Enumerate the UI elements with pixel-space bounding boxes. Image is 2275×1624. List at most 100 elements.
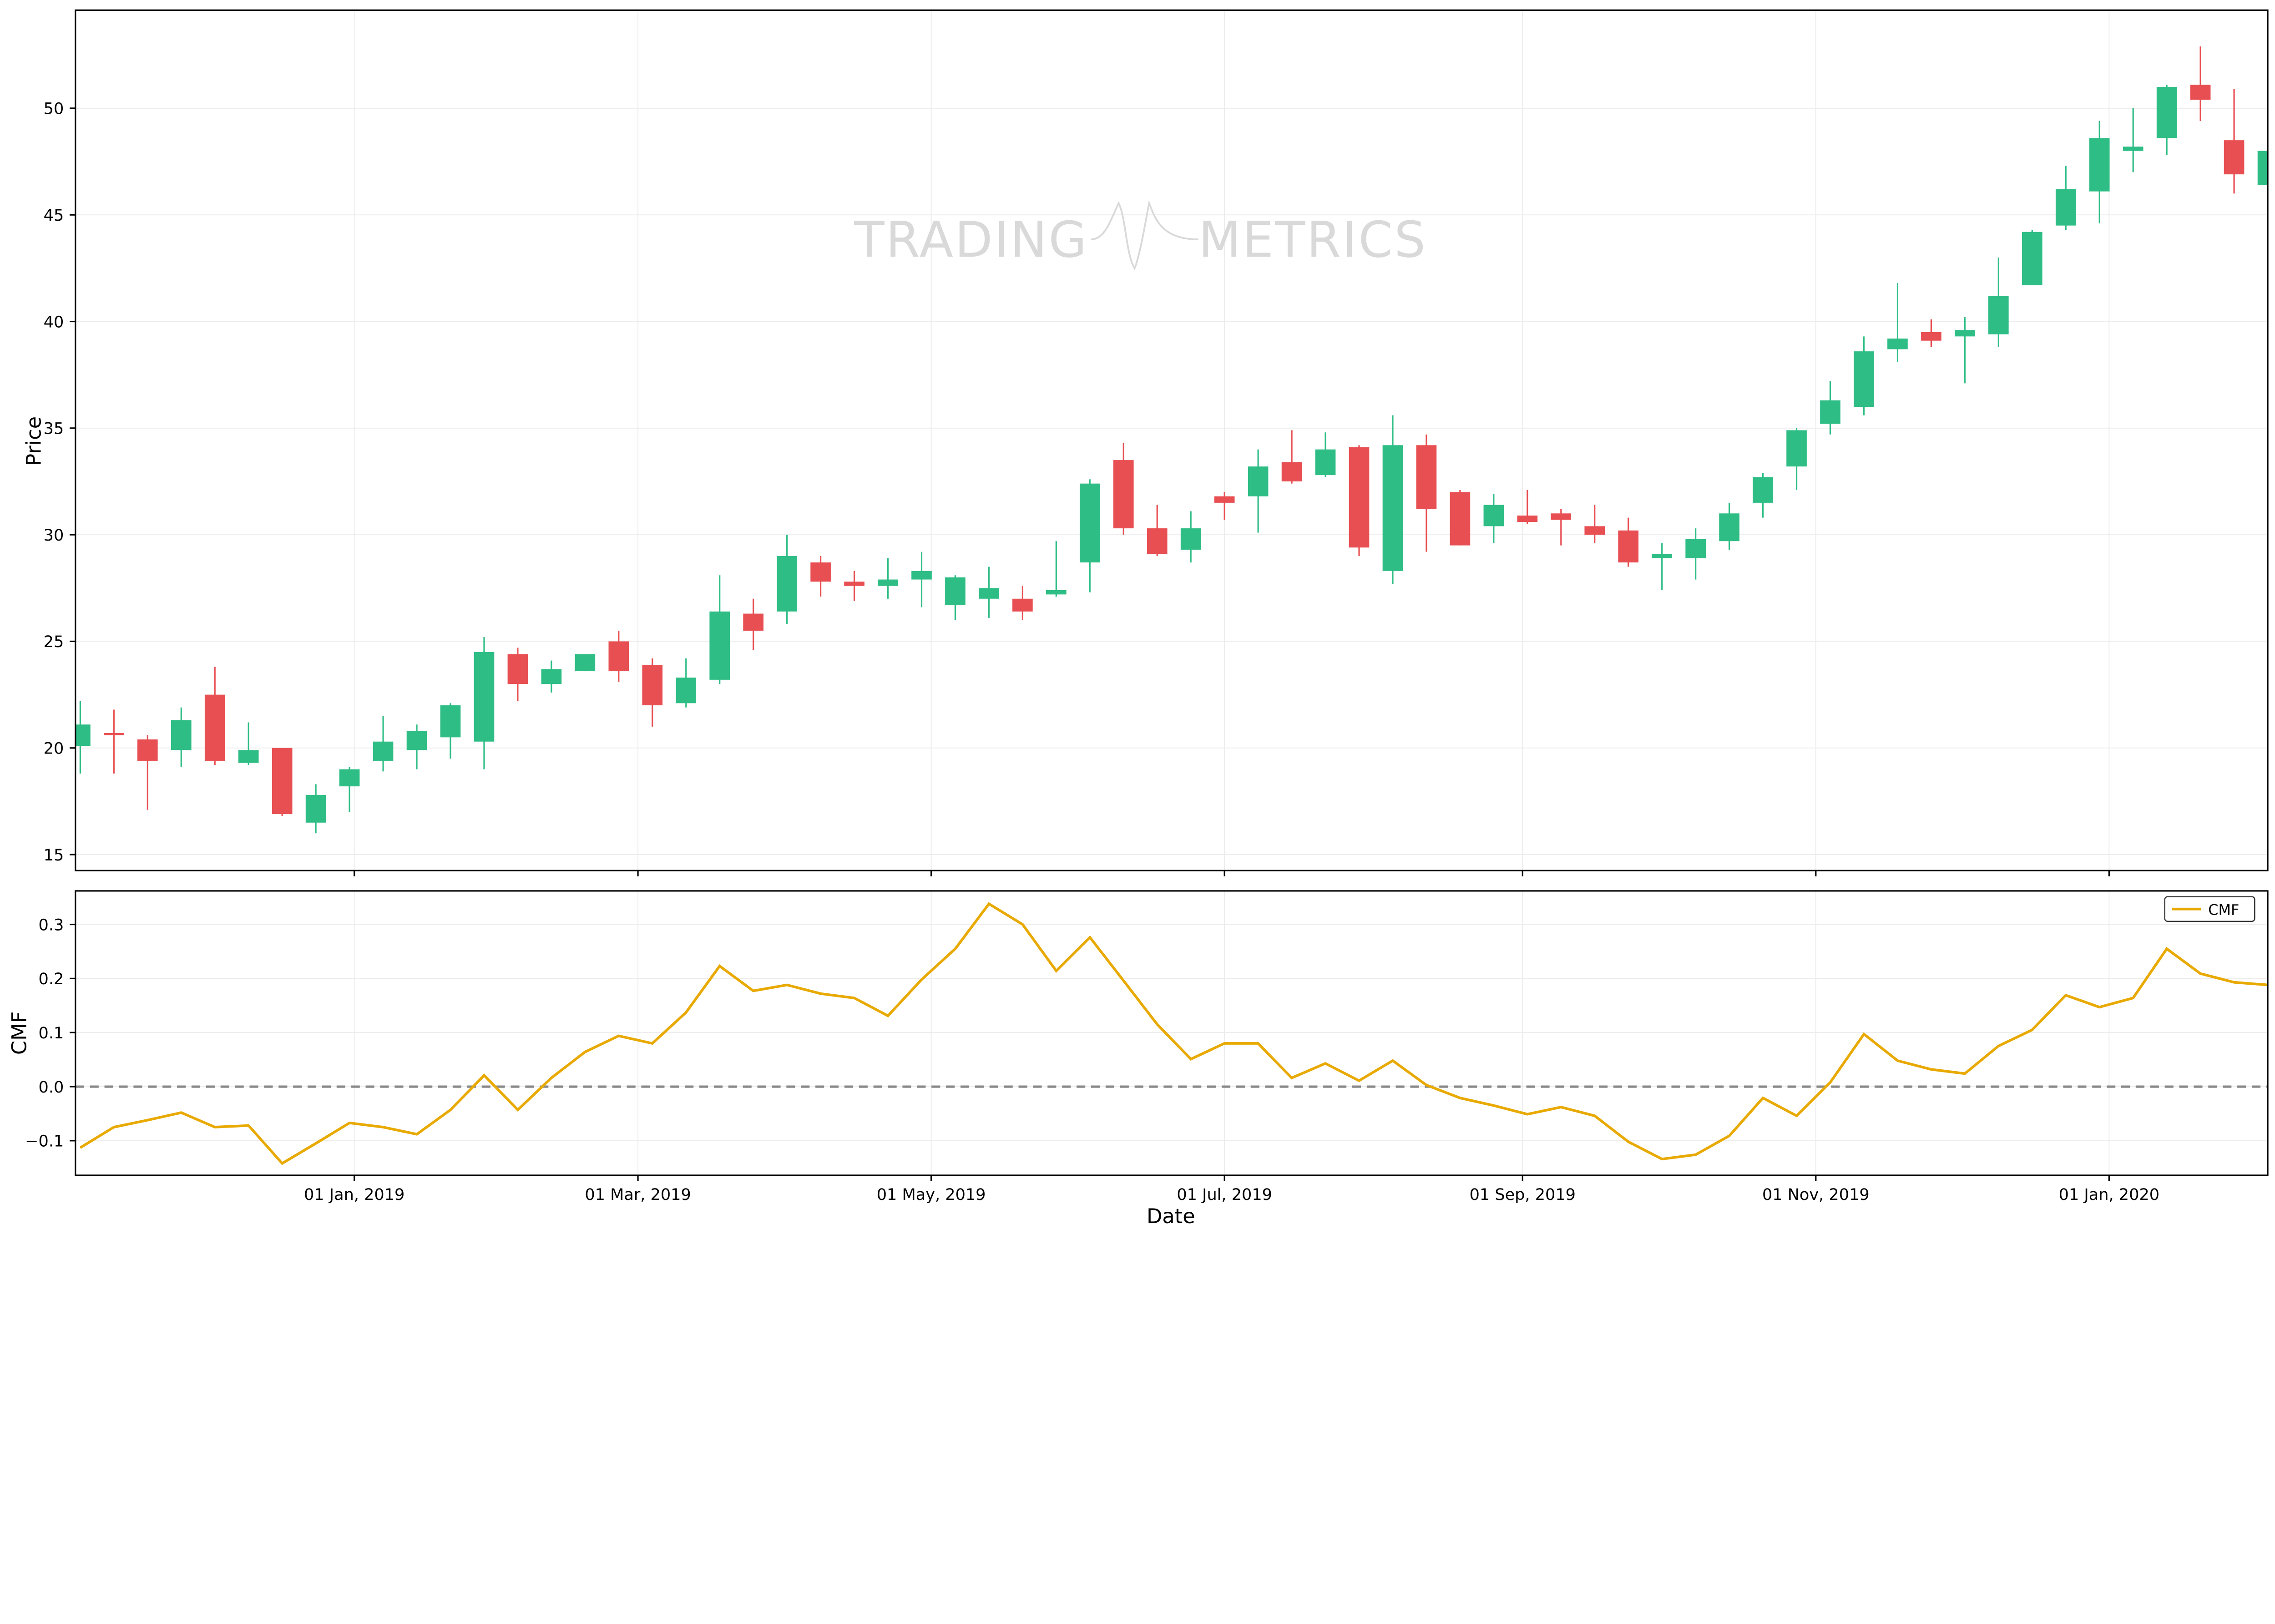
- candle-down: [1921, 319, 1941, 347]
- candle-up: [305, 784, 326, 834]
- candle-body: [1349, 447, 1370, 548]
- candle-body: [104, 733, 124, 735]
- candle-body: [911, 571, 932, 580]
- candle-body: [1517, 515, 1538, 522]
- candle-body: [272, 748, 293, 815]
- candle-body: [339, 769, 360, 787]
- x-tick-label: 01 Jan, 2020: [2059, 1185, 2159, 1204]
- candle-up: [1079, 479, 1100, 592]
- candle-down: [1416, 434, 1437, 552]
- candle-up: [406, 724, 427, 769]
- price-y-tick-label: 25: [44, 632, 64, 651]
- candle-body: [2123, 147, 2144, 151]
- chart: TRADING METRICS 15 20 25 30 35 40 45 50 Price −…: [7, 9, 2269, 1229]
- candle-down: [104, 709, 124, 774]
- candle-down: [272, 748, 293, 816]
- candle-body: [1887, 339, 1908, 349]
- candle-up: [878, 558, 898, 599]
- candlesticks: [75, 46, 2268, 834]
- candle-body: [2089, 138, 2110, 192]
- candle-up: [709, 575, 730, 684]
- candle-body: [1685, 539, 1706, 558]
- x-tick-label: 01 Nov, 2019: [1762, 1185, 1870, 1204]
- candle-body: [2257, 151, 2268, 185]
- x-tick-label: 01 May, 2019: [877, 1185, 986, 1204]
- candle-down: [1281, 430, 1302, 484]
- cmf-y-tick-label: 0.1: [39, 1024, 64, 1042]
- candle-body: [1416, 445, 1437, 509]
- candle-up: [777, 535, 797, 624]
- cmf-y-axis: −0.1 0.0 0.1 0.2 0.3: [25, 916, 76, 1151]
- candle-body: [406, 731, 427, 750]
- candle-body: [1955, 330, 1975, 337]
- candle-body: [709, 611, 730, 680]
- price-y-tick-label: 50: [44, 100, 64, 118]
- candle-body: [204, 694, 225, 761]
- watermark-wave-icon: [1091, 200, 1198, 271]
- candle-down: [1214, 492, 1235, 520]
- candle-down: [507, 648, 528, 701]
- candle-body: [541, 669, 562, 684]
- candle-up: [1753, 473, 1773, 518]
- candle-down: [1618, 517, 1639, 567]
- candle-up: [1685, 528, 1706, 580]
- watermark-right: METRICS: [1198, 211, 1427, 268]
- candle-up: [75, 701, 91, 774]
- cmf-y-tick-label: 0.0: [39, 1078, 64, 1097]
- cmf-plot-frame: [75, 890, 2269, 1176]
- candle-down: [642, 658, 663, 727]
- candle-up: [2257, 147, 2268, 189]
- candle-body: [810, 562, 831, 582]
- candle-body: [1921, 332, 1941, 341]
- candle-up: [1719, 502, 1739, 550]
- candle-body: [1214, 496, 1235, 503]
- candle-up: [238, 722, 259, 765]
- candle-down: [1551, 509, 1572, 546]
- candle-up: [1046, 541, 1067, 597]
- legend-label-cmf: CMF: [2208, 901, 2239, 919]
- candle-up: [979, 567, 999, 618]
- candle-down: [810, 556, 831, 597]
- candle-body: [1820, 400, 1840, 424]
- candle-up: [1820, 381, 1840, 435]
- candle-up: [575, 654, 596, 672]
- candle-up: [1248, 449, 1269, 533]
- x-tick-label: 01 Jan, 2019: [304, 1185, 404, 1204]
- candle-up: [2156, 85, 2177, 155]
- legend-box: [2164, 896, 2255, 922]
- candle-body: [1618, 530, 1639, 563]
- cmf-y-tick-label: 0.3: [39, 916, 64, 934]
- candle-body: [1854, 351, 1874, 407]
- candle-body: [1652, 554, 1673, 558]
- x-tick-label: 01 Sep, 2019: [1470, 1185, 1576, 1204]
- candle-up: [1955, 317, 1975, 384]
- candle-body: [1450, 492, 1471, 546]
- candle-up: [440, 703, 461, 759]
- candle-body: [1113, 460, 1134, 529]
- price-gridlines: [75, 10, 2268, 871]
- price-y-axis: 15 20 25 30 35 40 45 50: [44, 100, 76, 865]
- watermark-left: TRADING: [854, 211, 1088, 268]
- price-y-tick-label: 20: [44, 739, 64, 758]
- candle-body: [1180, 528, 1201, 550]
- candle-body: [373, 741, 394, 761]
- candle-body: [676, 678, 697, 703]
- candle-body: [440, 705, 461, 738]
- candle-body: [1382, 445, 1403, 571]
- candle-body: [1012, 598, 1033, 612]
- candle-body: [1315, 449, 1336, 475]
- candle-up: [1786, 428, 1807, 490]
- candle-body: [1786, 430, 1807, 467]
- candle-up: [171, 707, 192, 767]
- cmf-y-tick-label: 0.2: [39, 970, 64, 988]
- candle-body: [1483, 505, 1504, 526]
- candle-body: [1248, 466, 1269, 496]
- candle-body: [878, 579, 898, 586]
- candle-down: [1517, 490, 1538, 524]
- candle-up: [2022, 230, 2042, 285]
- candle-up: [541, 660, 562, 693]
- candle-body: [238, 750, 259, 763]
- candle-up: [339, 767, 360, 812]
- candle-down: [204, 667, 225, 765]
- candle-down: [2190, 46, 2211, 121]
